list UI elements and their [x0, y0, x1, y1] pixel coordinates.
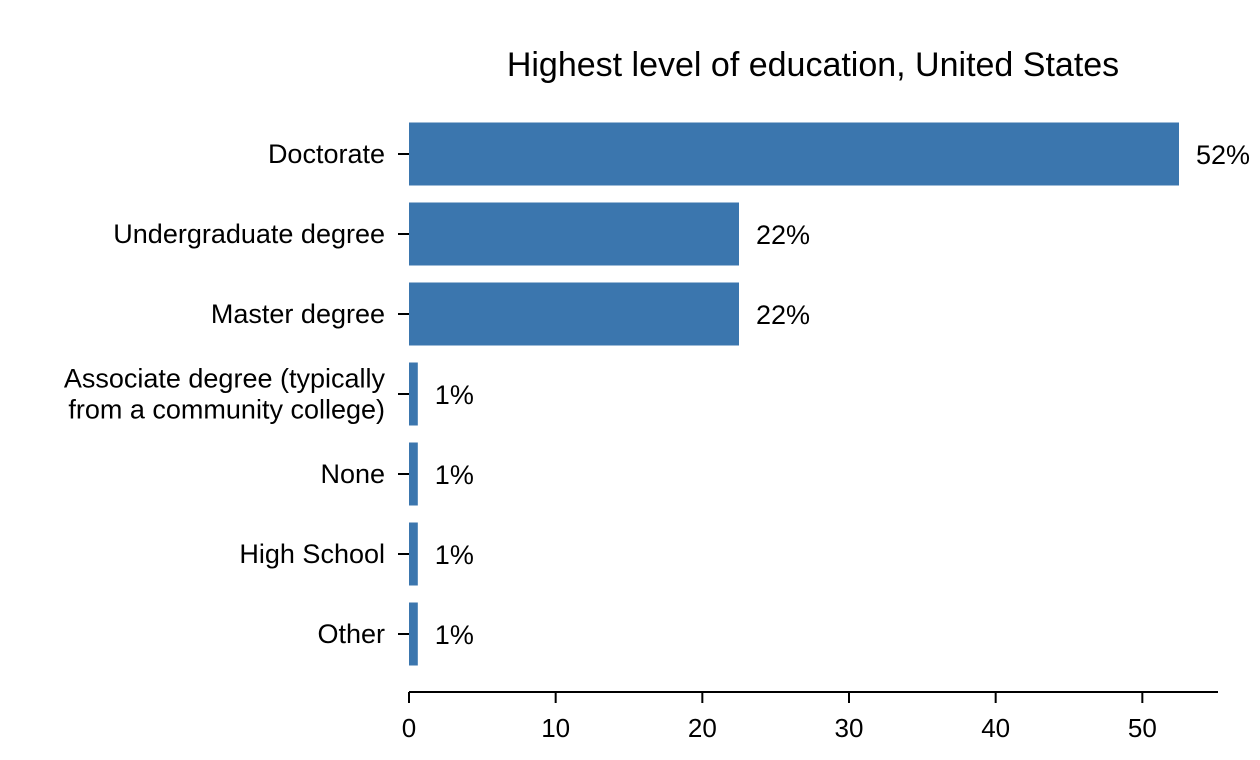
category-label-6: Other [317, 619, 385, 649]
bar-5 [409, 522, 418, 586]
value-label-1: 22% [756, 220, 810, 250]
category-label-line: Doctorate [268, 139, 385, 169]
category-label-5: High School [239, 539, 385, 569]
category-label-line: Other [317, 619, 385, 649]
category-label-2: Master degree [211, 299, 385, 329]
x-tick-label-1: 10 [541, 713, 570, 743]
bars-group [409, 122, 1179, 666]
value-label-5: 1% [435, 540, 474, 570]
category-label-line: from a community college) [68, 395, 385, 425]
category-label-3: Associate degree (typically from a commun… [64, 364, 386, 425]
category-label-4: None [320, 459, 385, 489]
value-labels: 52% 22% 22% 1% 1% 1% 1% [435, 140, 1250, 650]
bar-0 [409, 122, 1179, 186]
bar-3 [409, 362, 418, 426]
x-tick-label-3: 30 [835, 713, 864, 743]
value-label-3: 1% [435, 380, 474, 410]
chart-title: Highest level of education, United State… [507, 46, 1119, 84]
x-tick-label-2: 20 [688, 713, 717, 743]
x-tick-label-4: 40 [981, 713, 1010, 743]
category-label-line: None [320, 459, 385, 489]
category-label-line: Associate degree (typically [64, 364, 386, 394]
category-labels: Doctorate Undergraduate degree Master degr… [64, 139, 409, 649]
bar-4 [409, 442, 418, 506]
x-axis: 0 10 20 30 40 50 [402, 691, 1218, 743]
category-label-1: Undergraduate degree [113, 219, 385, 249]
x-tick-label-5: 50 [1128, 713, 1157, 743]
category-label-0: Doctorate [268, 139, 385, 169]
category-label-line: Master degree [211, 299, 385, 329]
value-label-4: 1% [435, 460, 474, 490]
bar-2 [409, 282, 739, 346]
category-label-line: High School [239, 539, 385, 569]
bar-6 [409, 602, 418, 666]
category-label-line: Undergraduate degree [113, 219, 385, 249]
value-label-2: 22% [756, 300, 810, 330]
bar-1 [409, 202, 739, 266]
value-label-6: 1% [435, 620, 474, 650]
x-tick-label-0: 0 [402, 713, 416, 743]
value-label-0: 52% [1196, 140, 1250, 170]
